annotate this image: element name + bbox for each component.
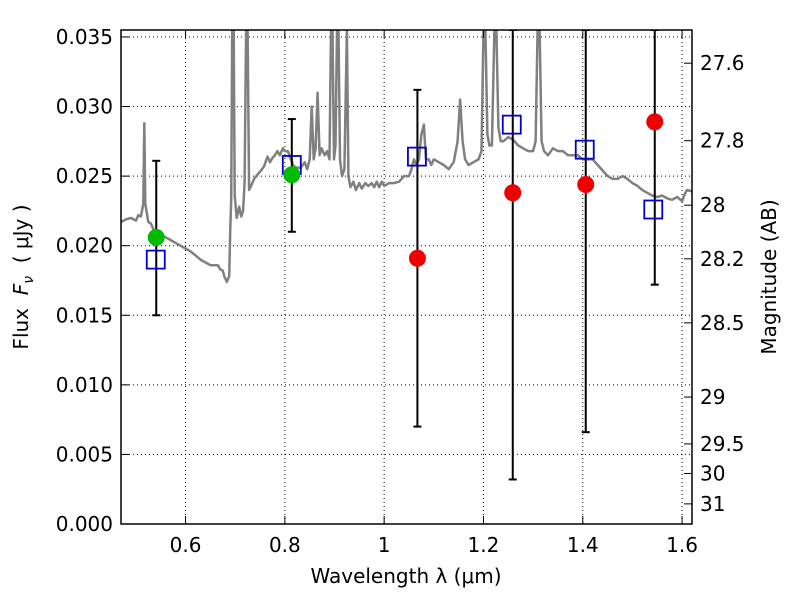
flux-point: [646, 113, 664, 131]
x-tick-label: 1.4: [567, 533, 599, 557]
flux-point: [408, 249, 426, 267]
y2-tick-label: 28.2: [700, 247, 745, 271]
spectrum-line: [121, 30, 692, 284]
y-tick-label: 0.010: [56, 373, 113, 397]
y-tick-label: 0.035: [56, 25, 113, 49]
y2-axis-label: Magnitude (AB): [757, 199, 781, 354]
model-photometry-square: [643, 199, 664, 220]
y-tick-label: 0.005: [56, 442, 113, 466]
model-photometry-square: [574, 139, 595, 160]
markers: [145, 113, 664, 270]
y2-tick-label: 31: [700, 492, 725, 516]
flux-point: [577, 175, 595, 193]
x-tick-label: 1: [378, 533, 391, 557]
plot-frame: [120, 29, 693, 525]
spectrum-series: [121, 30, 692, 284]
y2-tick-label: 27.8: [700, 129, 745, 153]
flux-point: [147, 228, 165, 246]
model-photometry-square: [407, 146, 427, 167]
flux-point: [504, 184, 522, 202]
x-tick-label: 1.6: [666, 533, 698, 557]
axis-ticks: 0.6 0.8 1 1.2 1.4 1.6 0.000 0.005 0.010 0.015 0.02…: [56, 25, 745, 557]
y2-tick-label: 28.5: [700, 311, 745, 335]
y-tick-label: 0.030: [56, 95, 113, 119]
y-tick-label: 0.020: [56, 234, 113, 258]
y-axis-label: Flux Fν ( μJy ): [9, 204, 37, 349]
model-photometry-square: [145, 249, 166, 270]
y2-tick-label: 29.5: [700, 432, 745, 456]
y2-tick-label: 28: [700, 193, 725, 217]
y2-tick-label: 30: [700, 461, 725, 485]
y2-tick-label: 29: [700, 385, 725, 409]
x-tick-label: 0.6: [170, 533, 202, 557]
x-tick-label: 0.8: [269, 533, 301, 557]
y-tick-label: 0.000: [56, 512, 113, 536]
x-axis-label: Wavelength λ (μm): [310, 564, 501, 588]
y2-tick-label: 27.6: [700, 51, 745, 75]
flux-point: [283, 166, 301, 184]
y-tick-label: 0.015: [56, 303, 113, 327]
model-photometry-square: [501, 114, 522, 135]
x-tick-label: 1.2: [468, 533, 500, 557]
y-tick-label: 0.025: [56, 164, 113, 188]
